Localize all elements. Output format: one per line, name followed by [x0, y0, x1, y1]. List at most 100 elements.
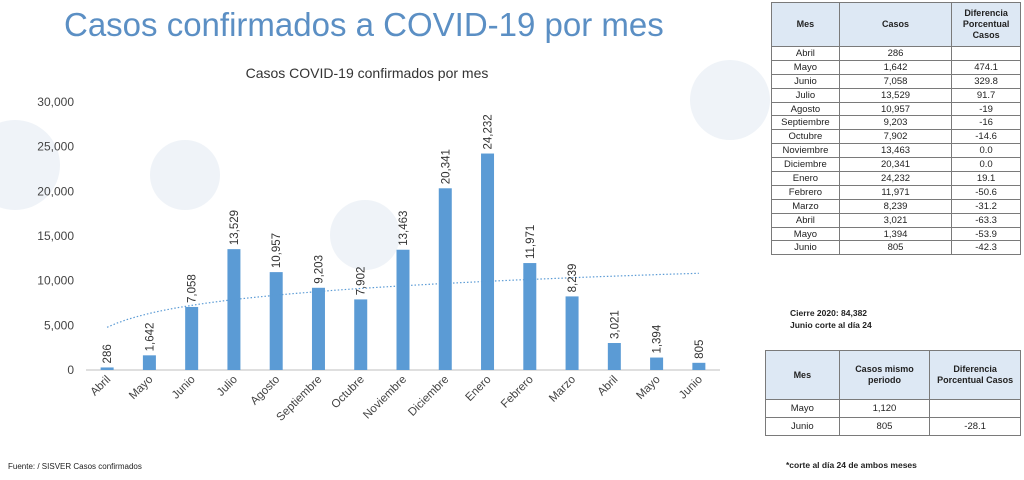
x-tick-label: Mayo — [634, 374, 662, 402]
table-cell: Agosto — [771, 101, 840, 117]
data-label: 13,529 — [229, 210, 241, 245]
data-label: 3,021 — [609, 310, 621, 339]
table-cell: Septiembre — [771, 115, 840, 131]
y-tick-label: 15,000 — [37, 229, 74, 243]
table-cell: Mayo — [765, 399, 840, 418]
table-cell: 24,232 — [838, 171, 953, 186]
table-cell: 13,463 — [838, 143, 953, 159]
table-row: Febrero 11,971 -50.6 — [771, 184, 1021, 200]
x-tick-label: Abril — [88, 374, 113, 399]
bar-chart: Casos COVID-19 confirmados por mes 0 5,00… — [37, 65, 720, 424]
table-cell: 20,341 — [838, 157, 953, 173]
table-cell: Julio — [771, 87, 840, 103]
table-row: Agosto 10,957 -19 — [771, 101, 1021, 117]
table-cell: 3,021 — [838, 212, 953, 228]
data-label: 286 — [102, 344, 114, 363]
table-cell: 1,394 — [838, 226, 953, 242]
closing-2020-note: Cierre 2020: 84,382 — [790, 308, 868, 318]
header-mes: Mes — [765, 350, 840, 400]
y-tick-label: 5,000 — [44, 318, 74, 332]
data-label: 9,203 — [313, 255, 325, 284]
header-diferencia: Diferencia Porcentual Casos — [929, 350, 1021, 400]
x-tick-label: Noviembre — [361, 374, 409, 422]
page-title: Casos confirmados a COVID-19 por mes — [64, 6, 664, 43]
bar — [185, 306, 199, 370]
data-label: 11,971 — [525, 225, 537, 259]
table-cell: 7,058 — [838, 73, 953, 89]
x-tick-label: Marzo — [547, 374, 578, 405]
virus-decoration — [330, 200, 400, 270]
table-row: Noviembre 13,463 0.0 — [771, 143, 1021, 159]
table-row: Mayo 1,120 — [765, 399, 1021, 418]
y-tick-label: 10,000 — [37, 274, 74, 288]
header-casos-mismo-periodo: Casos mismo periodo — [838, 350, 931, 400]
chart-title: Casos COVID-19 confirmados por mes — [246, 65, 489, 81]
table-cell: 11,971 — [838, 184, 953, 200]
table-cell: -63.3 — [951, 212, 1021, 228]
x-tick-label: Junio — [170, 374, 198, 402]
table-cell: Enero — [771, 171, 840, 186]
table-cell: Mayo — [771, 226, 840, 242]
y-tick-label: 30,000 — [37, 95, 74, 109]
bar — [523, 263, 537, 370]
x-tick-label: Enero — [463, 374, 493, 404]
table-cell: Abril — [771, 212, 840, 228]
table-cell: Mayo — [771, 59, 840, 75]
bar — [227, 249, 241, 370]
bar — [354, 299, 368, 370]
table-cell: 286 — [838, 46, 953, 61]
data-label: 24,232 — [483, 114, 495, 149]
table-cell: 0.0 — [951, 143, 1021, 159]
header-mes: Mes — [771, 2, 840, 47]
cases-table: Mes Casos Diferencia Porcentual Casos Ab… — [771, 2, 1021, 256]
data-label: 7,058 — [187, 274, 199, 303]
table-cell: Junio — [765, 417, 840, 436]
table-cell: 805 — [838, 417, 931, 436]
data-labels: 286 1,642 7,058 13,529 10,957 9,203 7,902 13,46… — [102, 114, 706, 363]
virus-decoration — [150, 140, 220, 210]
data-label: 1,642 — [144, 323, 156, 352]
table-cell: -42.3 — [951, 240, 1021, 256]
same-period-table: Mes Casos mismo periodo Diferencia Porce… — [765, 350, 1021, 436]
table-cell: -14.6 — [951, 129, 1021, 145]
x-tick-label: Febrero — [499, 374, 536, 411]
y-tick-label: 25,000 — [37, 140, 74, 154]
bar — [142, 355, 156, 370]
bar — [396, 249, 410, 370]
table-cell: 19.1 — [951, 171, 1021, 186]
table-header-row: Mes Casos mismo periodo Diferencia Porce… — [765, 350, 1021, 400]
table-row: Junio 805 -28.1 — [765, 417, 1021, 436]
bar — [269, 272, 283, 370]
table-cell: -28.1 — [929, 417, 1021, 436]
table-cell: 10,957 — [838, 101, 953, 117]
table-row: Marzo 8,239 -31.2 — [771, 198, 1021, 214]
table-cell: Octubre — [771, 129, 840, 145]
bar — [692, 362, 706, 370]
table-cell: 1,120 — [838, 399, 931, 418]
june-cutoff-note: Junio corte al día 24 — [790, 320, 872, 330]
bar — [311, 287, 325, 370]
data-label: 13,463 — [398, 211, 410, 246]
table-row: Mayo 1,642 474.1 — [771, 59, 1021, 75]
x-tick-label: Septiembre — [275, 374, 325, 424]
x-tick-label: Diciembre — [406, 374, 451, 419]
table-row: Octubre 7,902 -14.6 — [771, 129, 1021, 145]
table-cell: 329.8 — [951, 73, 1021, 89]
table-cell: Junio — [771, 240, 840, 256]
x-tick-label: Julio — [215, 374, 240, 399]
table-cell: 9,203 — [838, 115, 953, 131]
bar — [438, 188, 452, 370]
table-cell: Marzo — [771, 198, 840, 214]
table-cell: -31.2 — [951, 198, 1021, 214]
table-row: Abril 3,021 -63.3 — [771, 212, 1021, 228]
x-tick-label: Junio — [677, 374, 705, 402]
x-tick-label: Octubre — [329, 374, 366, 411]
x-tick-label: Agosto — [249, 374, 283, 408]
table-cell: 474.1 — [951, 59, 1021, 75]
table-row: Abril 286 — [771, 46, 1021, 61]
table-cell — [929, 399, 1021, 418]
table-cell: -16 — [951, 115, 1021, 131]
header-casos: Casos — [838, 2, 953, 47]
table-row: Enero 24,232 19.1 — [771, 171, 1021, 186]
